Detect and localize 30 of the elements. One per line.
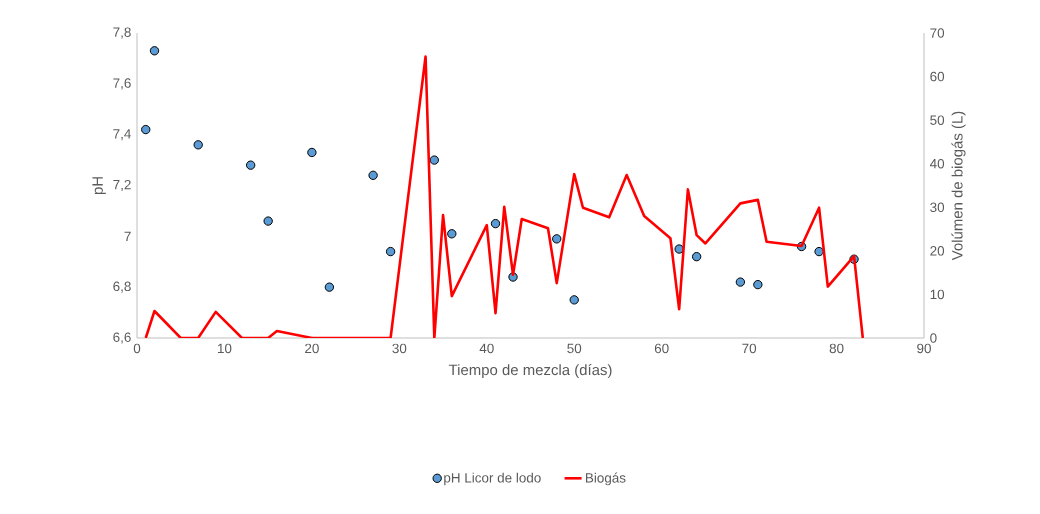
y-tick-label: 7	[124, 231, 131, 241]
y2-tick-label: 30	[930, 202, 945, 213]
y2-tick-label: 10	[930, 289, 945, 300]
y2-tick-label: 0	[930, 333, 937, 343]
y2-tick-label: 50	[930, 115, 945, 125]
x-tick-label: 10	[218, 343, 232, 354]
y-tick-label: 6,8	[113, 281, 131, 293]
x-tick-label: 0	[133, 343, 141, 354]
y2-tick-label: 70	[930, 28, 945, 38]
y-tick-label: 7,8	[113, 27, 131, 39]
y-axis-title: pH	[92, 177, 106, 195]
x-axis-title: Tiempo de mezcla (días)	[448, 364, 612, 379]
y2-tick-label: 20	[930, 246, 945, 256]
x-tick-label: 70	[742, 343, 757, 354]
x-tick-label: 20	[305, 343, 319, 354]
x-tick-label: 60	[654, 343, 669, 354]
y2-tick-label: 40	[929, 158, 945, 169]
y-tick-label: 7,4	[113, 129, 131, 141]
y-tick-label: 6,6	[113, 332, 131, 344]
y-tick-label: 7,6	[113, 78, 131, 90]
x-tick-label: 30	[392, 343, 407, 354]
y-tick-label: 7,2	[113, 179, 131, 192]
x-tick-label: 90	[917, 343, 931, 354]
y2-axis-title: Volúmen de biogás (L)	[951, 111, 966, 261]
y2-tick-label: 60	[930, 71, 945, 82]
x-tick-label: 80	[829, 343, 844, 354]
x-tick-label: 40	[479, 343, 494, 354]
x-tick-label: 50	[567, 343, 582, 354]
legend-label: pH Licor de lodo	[444, 472, 541, 486]
legend-label: Biogás	[586, 472, 626, 486]
